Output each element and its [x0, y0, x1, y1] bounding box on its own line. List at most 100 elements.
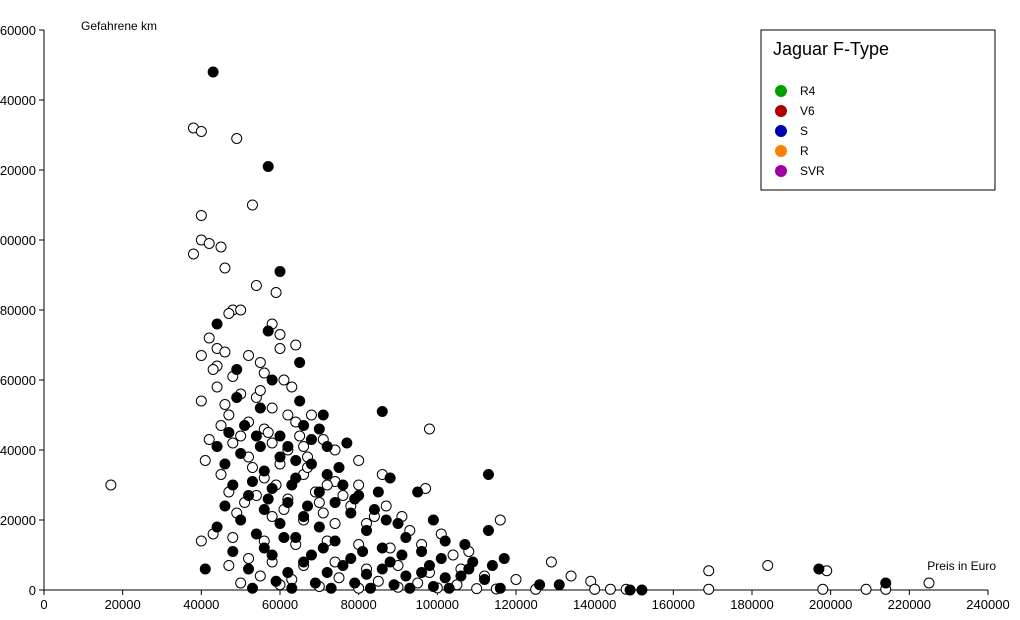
data-point-filled: [325, 582, 337, 594]
data-point-filled: [427, 581, 439, 592]
legend-label-svr: SVR: [800, 164, 825, 178]
data-point-open: [231, 133, 243, 144]
data-point-filled: [317, 409, 329, 421]
data-point-open: [211, 381, 223, 393]
data-point-open: [274, 329, 286, 340]
data-point-filled: [813, 563, 825, 575]
data-point-open: [195, 210, 207, 221]
data-point-filled: [254, 441, 266, 452]
data-point-filled: [376, 406, 388, 417]
data-point-filled: [321, 441, 333, 452]
y-tick-label: 160000: [0, 23, 36, 38]
legend-title: Jaguar F-Type: [773, 39, 889, 59]
data-point-open: [321, 479, 333, 491]
data-point-open: [274, 343, 286, 354]
data-point-filled: [384, 472, 396, 484]
data-point-filled: [305, 549, 317, 561]
data-point-filled: [282, 497, 294, 508]
x-tick-label: 80000: [341, 597, 377, 612]
data-point-filled: [211, 318, 223, 330]
x-tick-label: 40000: [183, 597, 219, 612]
x-tick-label: 0: [40, 597, 47, 612]
data-point-open: [762, 560, 774, 571]
data-point-filled: [361, 568, 373, 580]
x-tick-label: 160000: [652, 597, 695, 612]
data-point-open: [380, 500, 392, 512]
data-point-open: [494, 514, 506, 526]
data-point-filled: [357, 546, 369, 557]
data-point-filled: [211, 521, 223, 533]
data-point-filled: [364, 582, 376, 594]
data-point-open: [235, 430, 247, 442]
x-ticks: 0 20000 40000 60000 80000 100000 120000 140000 1…: [40, 590, 1010, 612]
data-point-filled: [317, 542, 329, 554]
data-point-filled: [345, 553, 357, 564]
data-points: [105, 66, 935, 596]
data-point-open: [207, 364, 219, 375]
data-point-filled: [266, 374, 278, 386]
data-point-open: [195, 535, 207, 547]
x-tick-label: 120000: [494, 597, 537, 612]
data-point-filled: [455, 570, 467, 582]
data-point-open: [860, 583, 872, 595]
data-point-open: [254, 570, 266, 582]
legend: Jaguar F-Type R4 V6 SR SVR: [760, 29, 996, 191]
data-point-open: [353, 479, 365, 491]
data-point-filled: [553, 579, 565, 591]
data-point-open: [195, 350, 207, 361]
data-point-filled: [231, 392, 243, 403]
data-point-open: [215, 241, 227, 253]
data-point-filled: [262, 325, 274, 337]
data-point-open: [187, 248, 199, 260]
data-point-open: [203, 332, 215, 344]
data-point-filled: [337, 560, 349, 571]
legend-marker-s: [775, 125, 787, 137]
axes: 0 20000 40000 60000 80000 100000 120000 140000 1…: [0, 23, 1010, 612]
data-point-filled: [482, 469, 494, 480]
data-point-filled: [388, 579, 400, 591]
y-tick-label: 80000: [0, 303, 36, 318]
data-point-filled: [624, 584, 636, 596]
x-tick-label: 200000: [809, 597, 852, 612]
data-point-open: [333, 572, 345, 584]
data-point-filled: [479, 574, 491, 585]
data-point-filled: [534, 579, 546, 591]
x-tick-label: 100000: [416, 597, 459, 612]
data-point-open: [565, 570, 577, 582]
data-point-open: [317, 507, 329, 519]
data-point-filled: [321, 567, 333, 578]
data-point-filled: [486, 560, 498, 571]
data-point-filled: [227, 479, 239, 491]
legend-label-r: R: [800, 144, 809, 158]
data-point-filled: [313, 486, 325, 498]
data-point-filled: [278, 532, 290, 543]
data-point-open: [282, 409, 294, 421]
data-point-open: [219, 262, 231, 274]
data-point-filled: [880, 577, 892, 589]
data-point-filled: [459, 539, 471, 550]
data-point-filled: [290, 455, 302, 466]
data-point-open: [305, 409, 317, 421]
data-point-filled: [439, 535, 451, 547]
y-tick-label: 100000: [0, 233, 36, 248]
data-point-filled: [333, 462, 345, 473]
data-point-open: [266, 402, 278, 414]
data-point-filled: [298, 511, 310, 522]
data-point-open: [262, 427, 274, 438]
data-point-filled: [258, 504, 270, 515]
data-point-filled: [494, 582, 506, 594]
data-point-open: [353, 455, 365, 466]
data-point-open: [266, 437, 278, 449]
data-point-filled: [345, 507, 357, 519]
data-point-filled: [392, 518, 404, 529]
data-point-open: [199, 455, 211, 466]
data-point-open: [254, 357, 266, 368]
data-point-open: [195, 126, 207, 137]
data-point-open: [246, 462, 258, 473]
data-point-filled: [250, 528, 262, 540]
data-point-filled: [439, 572, 451, 584]
y-ticks: 0 20000 40000 60000 80000 100000 120000 140000 1…: [0, 23, 44, 598]
data-point-filled: [349, 577, 361, 589]
data-point-filled: [286, 582, 298, 594]
